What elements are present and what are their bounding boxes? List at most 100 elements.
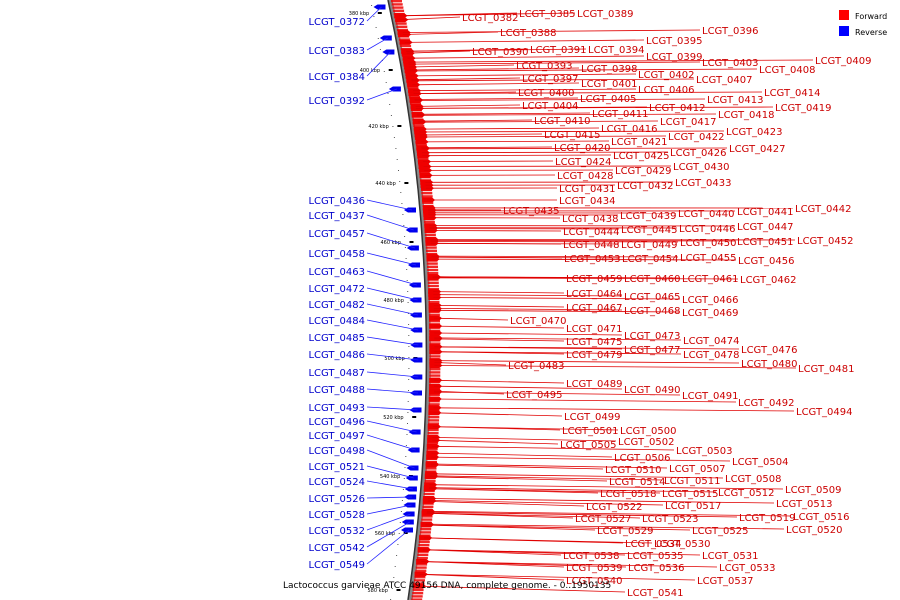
forward-feature-segment [411,598,423,600]
forward-gene-label: LCGT_0459 [566,274,623,285]
forward-gene-label: LCGT_0416 [601,124,658,135]
forward-gene-leader [431,456,731,462]
forward-gene-leader [431,255,679,258]
minor-tick [401,203,403,204]
forward-gene-label: LCGT_0533 [719,563,776,574]
reverse-gene-label: LCGT_0532 [308,526,365,537]
forward-feature-segment [404,67,416,70]
map-caption: Lactococcus garvieae ATCC 49156 DNA, com… [283,581,611,591]
reverse-gene-label: LCGT_0485 [308,333,365,344]
forward-gene-leader [400,16,461,21]
forward-gene-label: LCGT_0389 [577,9,634,20]
reverse-gene-label: LCGT_0392 [308,96,365,107]
forward-gene-label: LCGT_0393 [516,61,573,72]
forward-feature-segment [417,153,429,156]
forward-feature-segment [419,169,430,172]
forward-gene-label: LCGT_0502 [618,437,675,448]
forward-gene-leader [411,78,695,82]
forward-feature-segment [428,310,440,313]
forward-gene-leader [403,31,499,35]
forward-feature-segment [413,124,425,128]
forward-gene-label: LCGT_0453 [564,254,621,265]
forward-feature-segment [420,524,432,528]
reverse-gene-leader [366,529,410,565]
forward-gene-label: LCGT_0404 [522,101,579,112]
forward-gene-leader [418,127,600,130]
minor-tick [403,478,405,479]
forward-feature-segment [425,243,437,246]
forward-feature-segment [429,352,441,355]
forward-gene-label: LCGT_0422 [668,132,725,143]
forward-gene-label: LCGT_0467 [566,303,623,314]
forward-gene-leader [416,113,717,116]
forward-gene-leader [425,524,691,531]
forward-gene-label: LCGT_0452 [797,236,854,247]
forward-gene-label: LCGT_0444 [563,227,620,238]
forward-feature-segment [412,121,424,124]
forward-gene-label: LCGT_0527 [575,514,632,525]
forward-gene-label: LCGT_0438 [562,214,619,225]
forward-feature-segment [427,435,439,438]
forward-gene-leader [413,91,763,94]
forward-feature-segment [393,12,405,16]
reverse-gene-leader [366,513,411,531]
forward-gene-label: LCGT_0455 [680,253,737,264]
forward-feature-segment [422,208,434,211]
forward-gene-label: LCGT_0503 [676,446,733,457]
forward-gene-leader [430,240,679,243]
minor-tick [391,588,393,589]
forward-feature-segment [429,342,441,345]
reverse-gene-leader [366,303,418,316]
forward-feature-segment [422,204,434,208]
forward-gene-label: LCGT_0401 [581,79,638,90]
forward-gene-label: LCGT_0505 [560,440,617,451]
forward-gene-label: LCGT_0419 [775,103,832,114]
forward-gene-label: LCGT_0494 [796,407,853,418]
reverse-feature-glyph [379,35,392,41]
forward-gene-label: LCGT_0506 [614,453,671,464]
forward-feature-segment [427,265,438,268]
kbp-tick-label: 580 kbp [368,588,388,594]
forward-gene-leader [431,258,737,261]
forward-feature-segment [421,192,433,195]
minor-tick [404,247,406,248]
forward-gene-leader [413,91,517,94]
forward-gene-leader [407,55,645,59]
forward-gene-leader [411,77,521,81]
minor-tick [387,93,389,94]
forward-gene-leader [434,362,507,366]
forward-feature-segment [425,236,437,240]
forward-gene-leader [432,437,617,442]
kbp-tick-mark [397,125,402,127]
forward-feature-segment [429,368,441,371]
minor-tick [389,104,391,105]
kbp-tick-mark [412,416,417,418]
forward-feature-segment [411,112,423,115]
kbp-tick-label: 440 kbp [375,181,395,187]
forward-feature-segment [429,332,441,336]
forward-feature-segment [426,249,437,252]
forward-feature-segment [394,16,406,19]
forward-gene-leader [428,488,661,494]
forward-feature-segment [421,188,432,192]
forward-feature-segment [393,9,405,12]
forward-gene-leader [417,585,626,593]
kbp-tick-mark [377,12,382,14]
forward-feature-segment [400,44,412,48]
forward-feature-segment [418,547,430,550]
forward-gene-leader [421,561,627,568]
forward-gene-leader [419,130,725,133]
forward-feature-segment [427,281,439,284]
reverse-gene-label: LCGT_0484 [308,316,365,327]
minor-tick [408,390,409,391]
forward-gene-leader [422,549,626,556]
forward-feature-segment [401,51,413,54]
forward-feature-segment [424,480,436,483]
forward-gene-label: LCGT_0465 [624,292,681,303]
minor-tick [392,126,394,127]
reverse-gene-leader [366,232,416,249]
minor-tick [402,214,404,215]
forward-gene-leader [408,61,701,65]
forward-gene-leader [422,160,554,163]
forward-gene-label: LCGT_0477 [624,345,681,356]
